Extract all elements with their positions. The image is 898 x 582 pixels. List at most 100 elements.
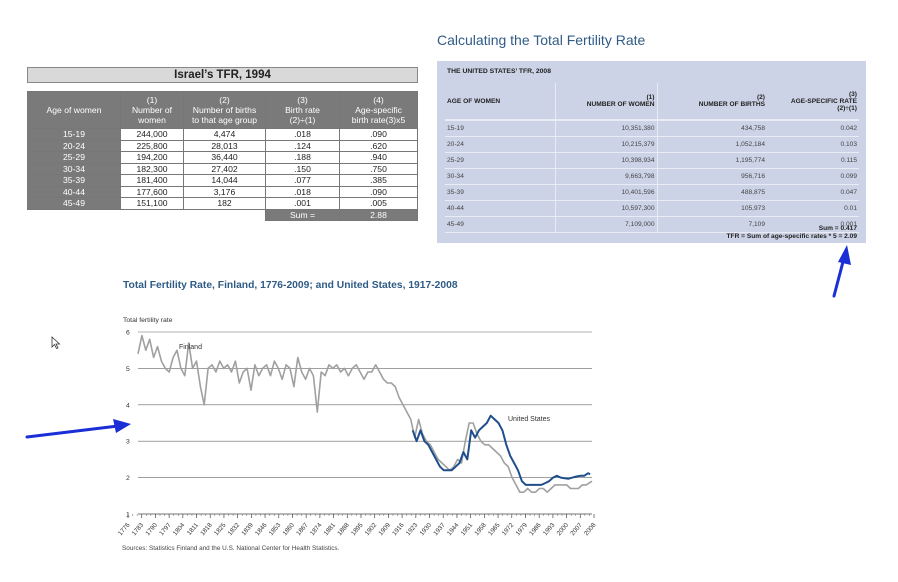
x-tick-label: 1818 [199, 521, 214, 537]
x-tick-label: 1881 [323, 521, 338, 537]
us-value-cell: 488,875 [657, 184, 767, 201]
us-table-row: 15-19 10,351,380 434,758 0.042 [445, 120, 859, 137]
x-tick-label: 1783 [131, 521, 146, 537]
chart-source-note: Sources: Statistics Finland and the U.S.… [122, 545, 340, 552]
israel-table-title: Israel’s TFR, 1994 [27, 67, 418, 83]
us-table-subtitle: THE UNITED STATES’ TFR, 2008 [447, 68, 551, 75]
us-value-cell: 10,351,380 [555, 120, 658, 137]
israel-age-cell: 35-39 [27, 174, 121, 187]
us-age-cell: 35-39 [445, 184, 556, 201]
x-tick-label: 1916 [391, 521, 406, 537]
us-section-heading: Calculating the Total Fertility Rate [437, 32, 646, 48]
us-sum-line: Sum = 0.417 [818, 225, 857, 232]
chart-title: Total Fertility Rate, Finland, 1776-2009… [123, 280, 458, 291]
us-value-cell: 10,597,300 [555, 200, 658, 217]
chart-series [137, 334, 593, 493]
israel-value-cell: .005 [339, 197, 418, 210]
finland-series-label: Finland [179, 344, 202, 351]
us-age-cell: 40-44 [445, 200, 556, 217]
x-tick-label: 2007 [569, 521, 584, 537]
israel-header-cell: (2) Number of births to that age group [183, 91, 266, 129]
israel-header-cell: Age of women [27, 91, 121, 129]
us-age-cell: 30-34 [445, 168, 556, 185]
israel-value-cell: 3,176 [183, 185, 266, 198]
y-tick-label: 6 [126, 330, 130, 337]
us-value-cell: 0.01 [767, 200, 859, 217]
us-table-row: 20-24 10,215,379 1,052,184 0.103 [445, 136, 859, 153]
israel-value-cell: .385 [339, 174, 418, 187]
us-value-cell: 105,973 [657, 200, 767, 217]
x-tick-label: 1860 [282, 521, 297, 537]
us-value-cell: 0.001 [767, 216, 859, 233]
x-tick-label: 1958 [473, 521, 488, 537]
us-header-cell: AGE OF WOMEN [445, 83, 556, 121]
x-tick-label: 1776 [117, 521, 132, 537]
us-value-cell: 10,398,934 [555, 152, 658, 169]
israel-age-cell: 25-29 [27, 151, 121, 164]
us-value-cell: 0.047 [767, 184, 859, 201]
x-tick-label: 1839 [240, 521, 255, 537]
us-value-cell: 956,716 [657, 168, 767, 185]
y-tick-label: 2 [126, 475, 130, 482]
x-tick-label: 1797 [158, 521, 173, 537]
us-value-cell: 1,195,774 [657, 152, 767, 169]
y-tick-label: 1 [126, 512, 130, 519]
x-tick-label: 1944 [446, 521, 461, 537]
israel-sum-spacer [27, 209, 266, 221]
us-value-cell: 7,109,000 [555, 216, 658, 233]
israel-value-cell: 244,000 [120, 128, 184, 141]
israel-table-row: 35-39 181,400 14,044.077.385 [27, 174, 418, 187]
israel-table: Age of women (1) Number of women (2) Number… [27, 91, 418, 221]
y-axis-label: Total fertility rate [123, 317, 173, 324]
israel-value-cell: .940 [339, 151, 418, 164]
israel-age-cell: 15-19 [27, 128, 121, 141]
chart-axes [127, 513, 595, 518]
us-tfr-line: TFR = Sum of age-specific rates * 5 = 2.… [726, 233, 857, 240]
israel-header-cell: (3) Birth rate (2)÷(1) [265, 91, 340, 129]
israel-table-row: 20-24 225,800 28,013.124.620 [27, 139, 418, 152]
mouse-cursor-icon [51, 336, 61, 350]
x-tick-label: 1832 [227, 521, 242, 537]
us-series-label: United States [508, 416, 551, 423]
us-tfr-table-panel: THE UNITED STATES’ TFR, 2008 AGE OF WOME… [437, 61, 866, 243]
chart-grid [138, 331, 592, 478]
x-tick-label: 1930 [419, 521, 434, 537]
x-tick-label: 1951 [460, 521, 475, 537]
x-tick-label: 1965 [487, 521, 502, 537]
israel-table-row: 15-19 244,000 4,474.018.090 [27, 128, 418, 141]
israel-header-row: Age of women (1) Number of women (2) Number… [27, 91, 418, 129]
x-tick-label: 1853 [268, 521, 283, 537]
us-table-row: 25-29 10,398,934 1,195,774 0.115 [445, 152, 859, 169]
us-table-row: 30-34 9,663,798 956,716 0.099 [445, 168, 859, 185]
israel-value-cell: 4,474 [183, 128, 266, 141]
us-sum-note: Sum = 0.417 TFR = Sum of age-specific ra… [727, 225, 857, 241]
israel-table-row: 45-49 151,100 182.001.005 [27, 197, 418, 210]
x-tick-label: 1895 [350, 521, 365, 537]
us-value-cell: 10,401,596 [555, 184, 658, 201]
us-table-row: 35-39 10,401,596 488,875 0.047 [445, 184, 859, 201]
israel-age-cell: 30-34 [27, 162, 121, 175]
x-tick-label: 1923 [405, 521, 420, 537]
us-age-cell: 15-19 [445, 120, 556, 137]
israel-value-cell: 182 [183, 197, 266, 210]
x-tick-label: 1993 [542, 521, 557, 537]
us-value-cell: 1,052,184 [657, 136, 767, 153]
us-value-cell: 7,109 [657, 216, 767, 233]
x-tick-label: 1972 [501, 521, 516, 537]
us-age-cell: 25-29 [445, 152, 556, 169]
israel-header-cell: (1) Number of women [120, 91, 184, 129]
us-header-cell: (2) NUMBER OF BIRTHS [657, 83, 767, 121]
israel-sum-row: Sum = 2.88 [27, 208, 418, 221]
us-header-cell: (3) AGE-SPECIFIC RATE (2)÷(1) [767, 83, 859, 121]
x-tick-label: 1986 [528, 521, 543, 537]
israel-value-cell: .750 [339, 162, 418, 175]
x-tick-label: 1909 [377, 521, 392, 537]
arrow-left-head [113, 419, 131, 433]
israel-table-row: 25-29 194,200 36,440.188.940 [27, 151, 418, 164]
x-tick-label: 1888 [336, 521, 351, 537]
israel-value-cell: .018 [265, 185, 340, 198]
x-tick-label: 1874 [309, 521, 324, 537]
us-age-cell: 20-24 [445, 136, 556, 153]
arrow-right-head [838, 245, 851, 265]
us-value-cell: 434,758 [657, 120, 767, 137]
